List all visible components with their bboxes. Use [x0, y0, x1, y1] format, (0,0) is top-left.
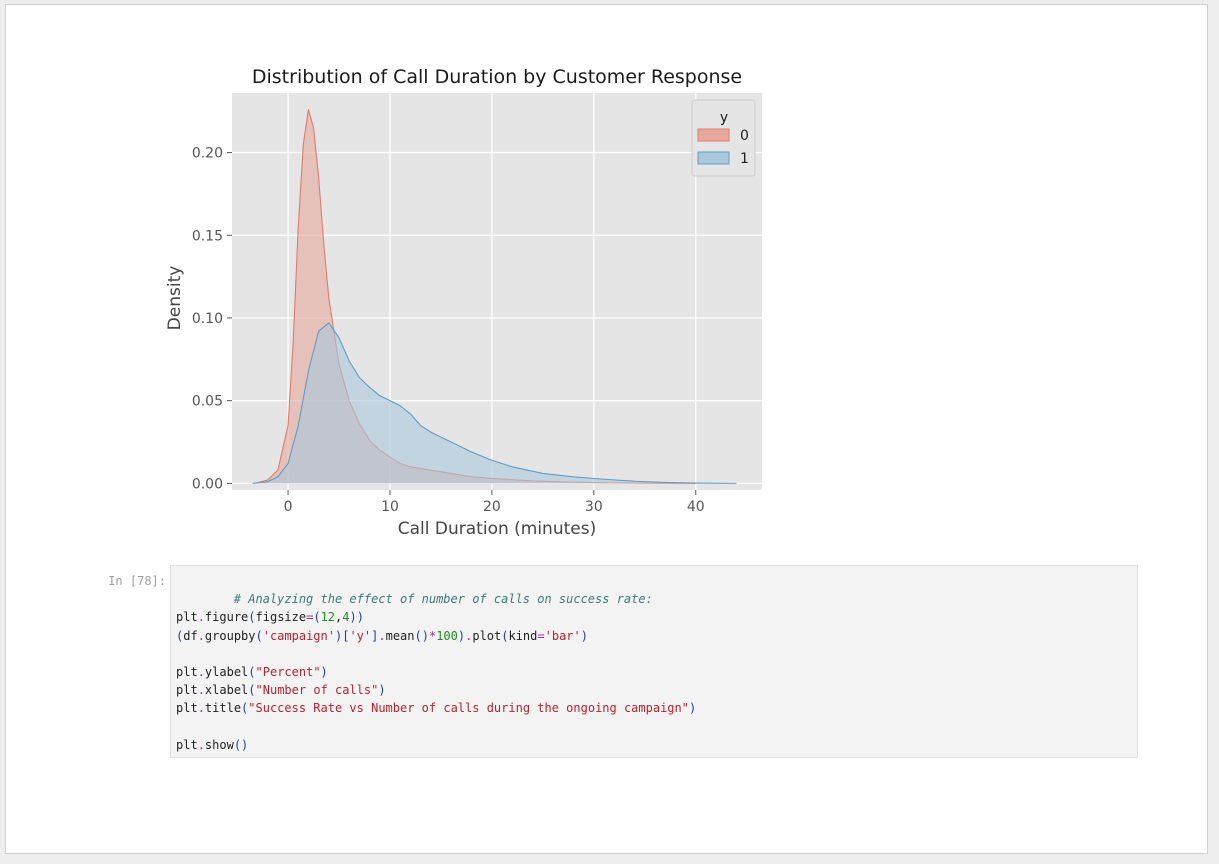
code-line-title: plt.title("Success Rate vs Number of cal…: [176, 699, 696, 717]
x-tick-label: 40: [687, 499, 705, 515]
code-token: 4: [342, 610, 350, 624]
code-token: ylabel: [204, 665, 249, 679]
code-line-ylabel: plt.ylabel("Percent"): [176, 663, 328, 681]
code-token: ,: [335, 610, 343, 624]
code-token: plt: [176, 738, 198, 752]
axis-ticks: 0 10 20 30 40 0.00 0.05 0.10 0.15 0.20: [192, 146, 705, 515]
density-areas: [252, 108, 737, 484]
code-token: 'campaign': [262, 629, 335, 643]
cell-prompt: In [78]:: [108, 574, 166, 588]
code-comment: # Analyzing the effect of number of call…: [233, 592, 653, 606]
code-token: )[: [334, 629, 350, 643]
code-line-groupby: (df.groupby('campaign')['y'].mean()*100)…: [176, 627, 588, 645]
code-token: ): [320, 665, 328, 679]
legend-label-0: 0: [740, 128, 749, 144]
code-token: .: [197, 629, 205, 643]
code-token: 'y': [349, 629, 372, 643]
code-token: show: [204, 738, 234, 752]
code-token: 12: [320, 610, 336, 624]
code-token: "Number of calls": [255, 683, 379, 697]
code-token: ): [688, 701, 697, 715]
y-tick-label: 0.10: [192, 311, 223, 327]
code-token: ): [457, 629, 466, 643]
code-line-comment: # Analyzing the effect of number of call…: [176, 572, 653, 606]
legend-swatch-1: [697, 151, 730, 165]
code-token: (: [255, 629, 263, 643]
code-line-show: plt.show(): [176, 736, 248, 754]
legend-swatch-0: [697, 128, 730, 142]
code-token: .: [465, 629, 473, 643]
code-token: figsize: [255, 610, 307, 624]
code-token: (: [313, 610, 321, 624]
code-token: "Success Rate vs Number of calls during …: [248, 701, 689, 715]
code-token: (: [241, 701, 249, 715]
code-token: df: [183, 629, 198, 643]
code-token: ): [580, 629, 588, 643]
x-axis-label: Call Duration (minutes): [398, 519, 596, 539]
y-tick-label: 0.15: [192, 228, 223, 244]
density-chart: Distribution of Call Duration by Custome…: [165, 66, 762, 539]
code-token: (): [414, 629, 429, 643]
y-tick-label: 0.05: [192, 394, 223, 410]
code-token: ): [378, 683, 386, 697]
code-token: plt: [176, 701, 198, 715]
code-token: (: [248, 665, 256, 679]
notebook-page: Distribution of Call Duration by Custome…: [5, 4, 1208, 854]
legend-label-1: 1: [740, 151, 749, 167]
code-cell[interactable]: In [78]: # Analyzing the effect of numbe…: [94, 565, 1140, 765]
code-token: title: [204, 701, 242, 715]
code-token: (: [248, 683, 256, 697]
code-token: plt: [176, 665, 198, 679]
code-token: (: [248, 610, 256, 624]
code-token: )): [349, 610, 364, 624]
x-tick-label: 20: [483, 499, 501, 515]
code-token: .: [378, 629, 386, 643]
x-tick-label: 10: [381, 499, 399, 515]
code-token: 100: [436, 629, 458, 643]
code-token: "Percent": [255, 665, 321, 679]
y-tick-label: 0.20: [192, 146, 223, 162]
code-token: xlabel: [204, 683, 249, 697]
code-token: plt: [176, 610, 198, 624]
code-line-figure: plt.figure(figsize=(12,4)): [176, 608, 364, 626]
density-line-1: [252, 322, 737, 484]
code-token: 'bar': [544, 629, 581, 643]
code-token: (: [176, 629, 184, 643]
code-token: plot: [472, 629, 502, 643]
code-token: kind: [508, 629, 538, 643]
code-token: .: [197, 683, 205, 697]
y-axis-label: Density: [165, 266, 185, 331]
code-token: .: [197, 738, 205, 752]
code-token: figure: [204, 610, 249, 624]
y-tick-label: 0.00: [192, 476, 223, 492]
code-token: .: [197, 701, 205, 715]
code-token: (: [501, 629, 509, 643]
code-line-xlabel: plt.xlabel("Number of calls"): [176, 681, 386, 699]
legend-title: y: [720, 110, 728, 126]
code-editor[interactable]: # Analyzing the effect of number of call…: [170, 565, 1138, 758]
code-token: .: [197, 665, 205, 679]
code-token: =: [537, 629, 545, 643]
x-tick-label: 30: [585, 499, 603, 515]
code-token: *: [428, 629, 437, 643]
density-area-1: [252, 322, 737, 484]
code-token: ]: [371, 629, 379, 643]
code-token: groupby: [204, 629, 256, 643]
code-token: .: [197, 610, 205, 624]
x-tick-label: 0: [284, 499, 293, 515]
legend: y 0 1: [691, 99, 756, 177]
code-token: (): [233, 738, 249, 752]
chart-title: Distribution of Call Duration by Custome…: [252, 66, 742, 88]
code-token: mean: [385, 629, 415, 643]
code-token: plt: [176, 683, 198, 697]
code-token: =: [306, 610, 314, 624]
